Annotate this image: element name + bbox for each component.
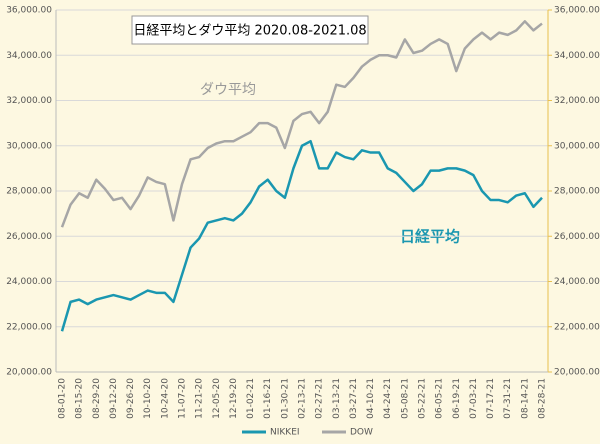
x-tick-label: 08-14-21 — [520, 378, 530, 419]
x-tick-label: 06-05-21 — [435, 378, 445, 419]
y2-tick-label: 28,000.00 — [554, 187, 600, 197]
y2-tick-label: 30,000.00 — [554, 141, 600, 151]
y2-tick-label: 26,000.00 — [554, 232, 600, 242]
y-tick-label: 28,000.00 — [6, 187, 52, 197]
x-tick-label: 01-02-21 — [246, 378, 256, 419]
y-tick-label: 36,000.00 — [6, 6, 52, 16]
y2-tick-label: 34,000.00 — [554, 51, 600, 61]
y2-tick-label: 36,000.00 — [554, 6, 600, 16]
x-tick-label: 03-27-21 — [349, 378, 359, 419]
y-tick-label: 32,000.00 — [6, 96, 52, 106]
x-tick-label: 08-15-20 — [75, 378, 85, 419]
x-tick-label: 09-26-20 — [126, 378, 136, 419]
x-tick-label: 02-27-21 — [315, 378, 325, 419]
annotation: ダウ平均 — [200, 82, 256, 98]
x-tick-label: 08-28-21 — [538, 378, 548, 419]
x-tick-label: 11-21-20 — [195, 378, 205, 419]
x-tick-label: 03-13-21 — [332, 378, 342, 419]
x-tick-label: 01-30-21 — [280, 378, 290, 419]
y-tick-label: 24,000.00 — [6, 277, 52, 287]
x-tick-label: 02-13-21 — [298, 378, 308, 419]
legend-label: DOW — [350, 428, 373, 438]
legend-label: NIKKEI — [270, 428, 300, 438]
line-series — [60, 139, 543, 332]
x-tick-label: 08-29-20 — [92, 378, 102, 419]
x-tick-label: 09-12-20 — [109, 378, 119, 419]
y2-tick-label: 22,000.00 — [554, 322, 600, 332]
x-tick-label: 12-19-20 — [229, 378, 239, 419]
x-tick-label: 12-05-20 — [212, 378, 222, 419]
x-tick-label: 01-16-21 — [263, 378, 273, 419]
x-tick-label: 07-03-21 — [469, 378, 479, 419]
x-tick-label: 06-19-21 — [452, 378, 462, 419]
x-tick-label: 05-08-21 — [400, 378, 410, 419]
x-tick-label: 07-17-21 — [486, 378, 496, 419]
x-tick-label: 04-24-21 — [383, 378, 393, 419]
x-tick-label: 08-01-20 — [58, 378, 68, 419]
chart-title: 日経平均とダウ平均 2020.08-2021.08 — [133, 24, 366, 39]
y-tick-label: 26,000.00 — [6, 232, 52, 242]
x-tick-label: 04-10-21 — [366, 378, 376, 419]
x-tick-label: 07-31-21 — [503, 378, 513, 419]
y-tick-label: 30,000.00 — [6, 141, 52, 151]
y2-tick-label: 24,000.00 — [554, 277, 600, 287]
title-box — [131, 15, 369, 45]
y-tick-label: 20,000.00 — [6, 368, 52, 378]
y-tick-label: 34,000.00 — [6, 51, 52, 61]
y-tick-label: 22,000.00 — [6, 322, 52, 332]
x-tick-label: 05-22-21 — [418, 378, 428, 419]
y2-tick-label: 32,000.00 — [554, 96, 600, 106]
x-tick-label: 11-07-20 — [178, 378, 188, 419]
line-series — [60, 20, 543, 228]
x-tick-label: 10-10-20 — [143, 378, 153, 419]
x-tick-label: 10-24-20 — [160, 378, 170, 419]
y2-tick-label: 20,000.00 — [554, 368, 600, 378]
